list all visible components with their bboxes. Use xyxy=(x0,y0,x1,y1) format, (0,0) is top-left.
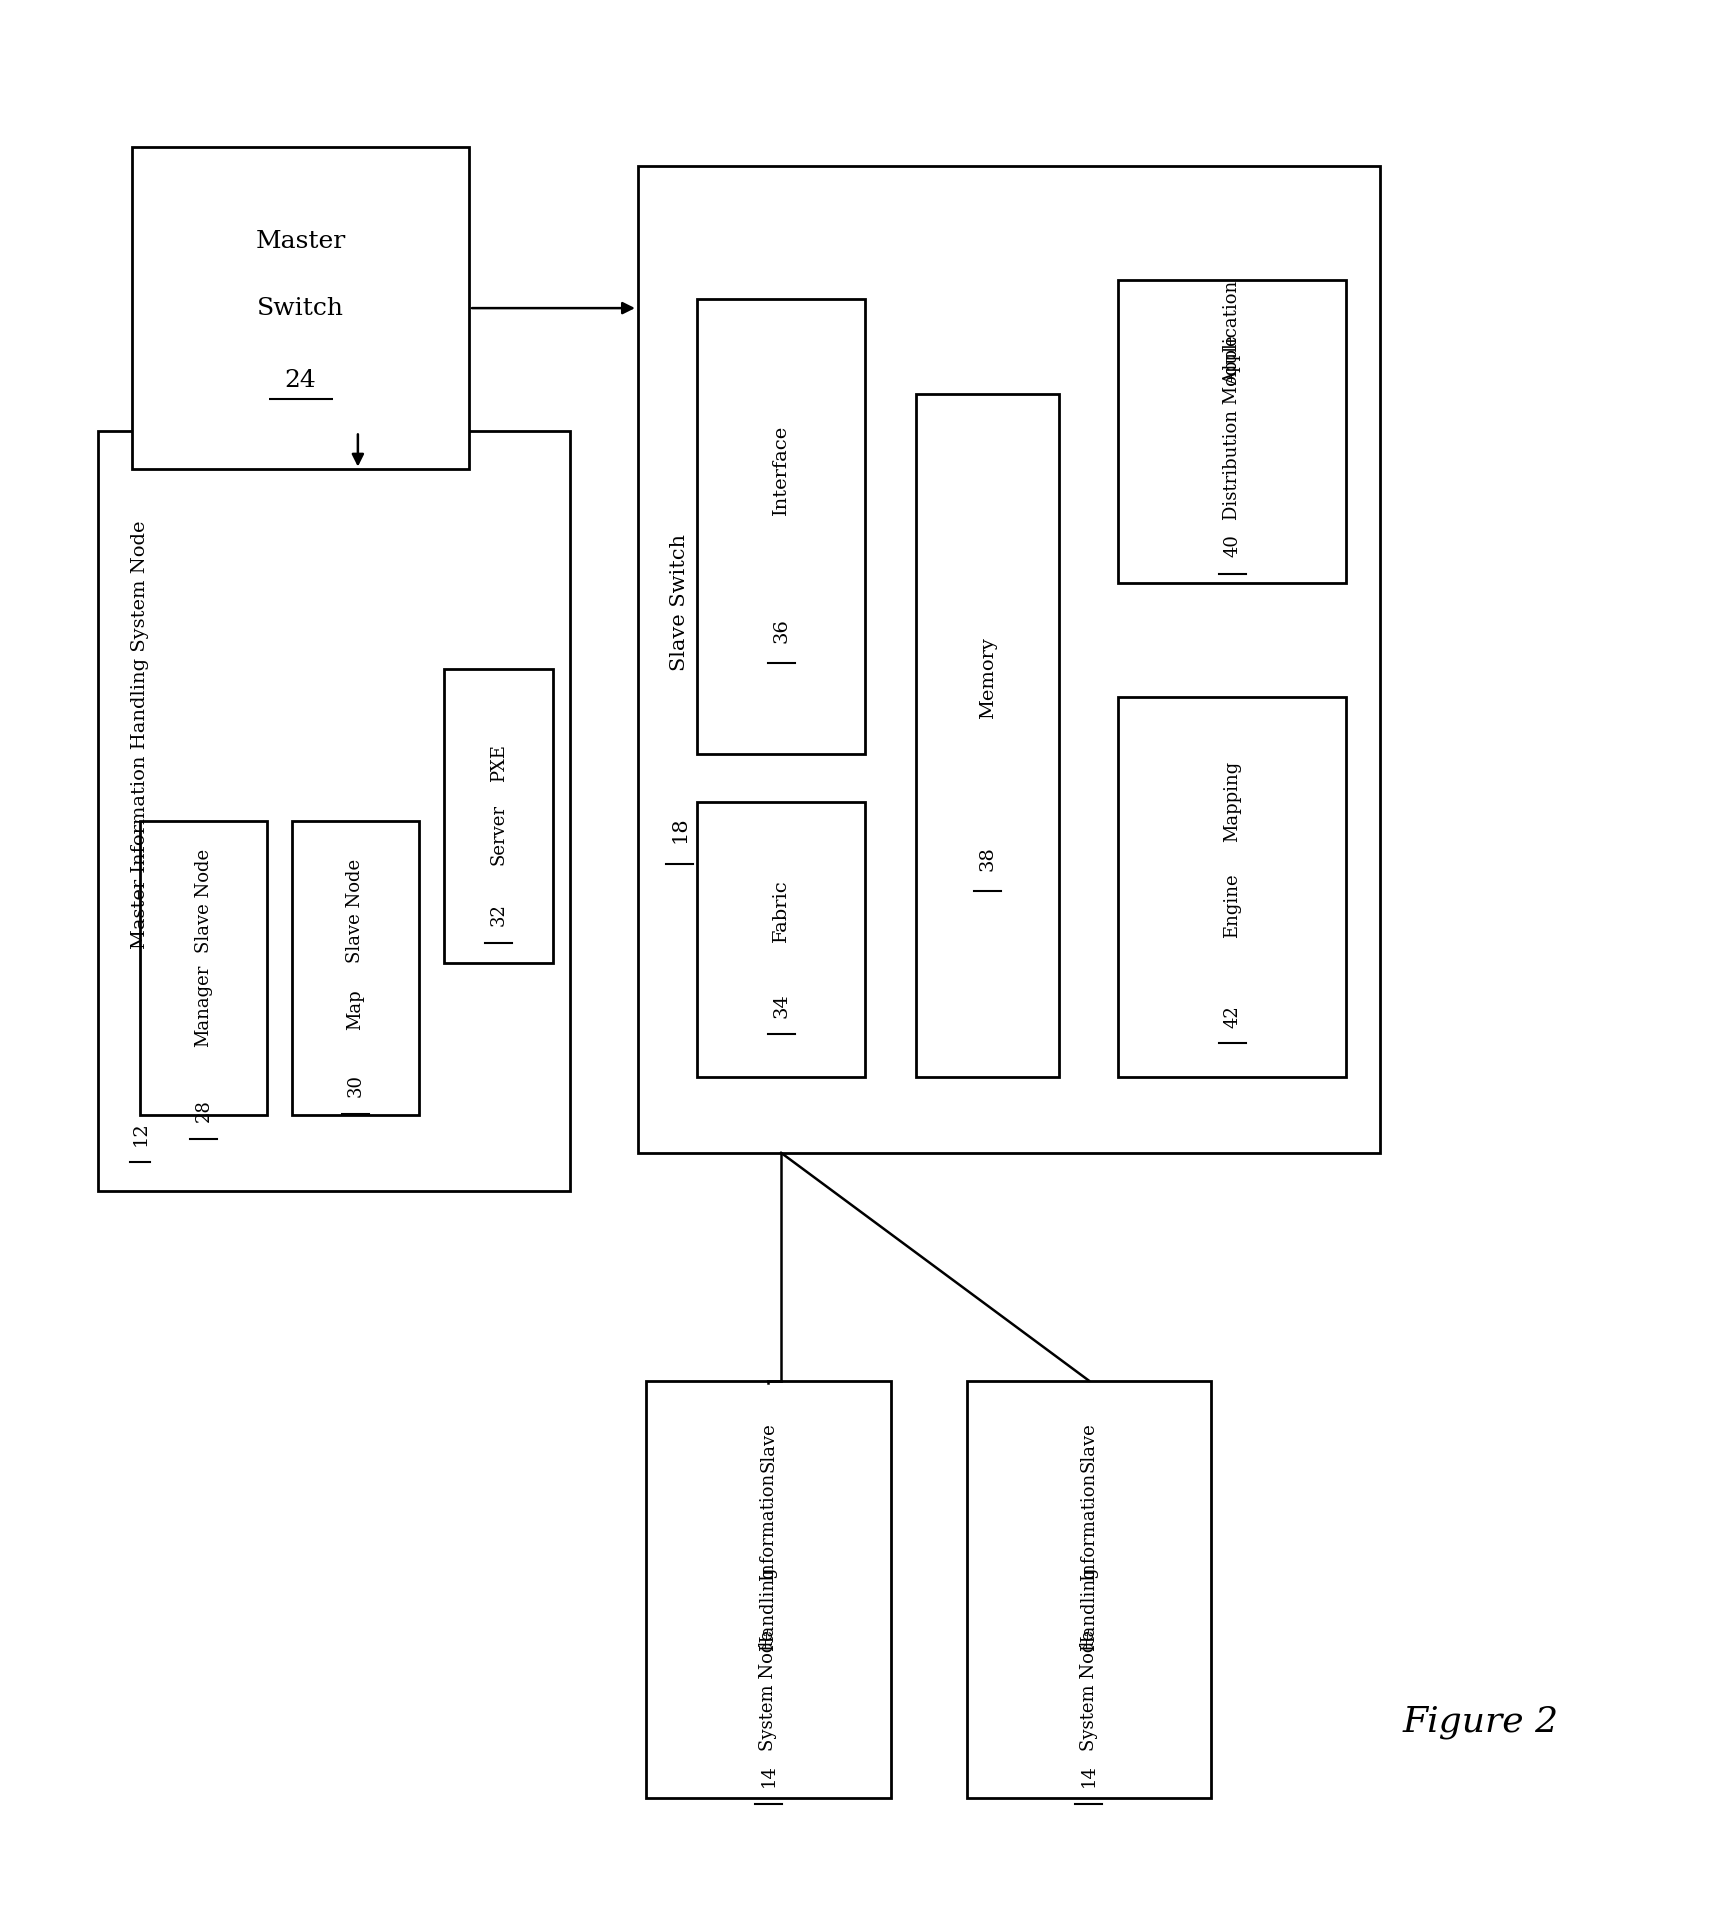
Text: Master Information Handling System Node: Master Information Handling System Node xyxy=(132,520,149,950)
Bar xyxy=(967,1381,1212,1799)
Bar xyxy=(915,393,1059,1077)
Bar xyxy=(444,668,554,963)
Text: Map: Map xyxy=(346,990,365,1030)
Text: Master: Master xyxy=(255,231,346,252)
Text: 38: 38 xyxy=(979,846,996,871)
Text: Distribution Module: Distribution Module xyxy=(1224,335,1241,520)
Text: 28: 28 xyxy=(195,1098,213,1121)
Text: Figure 2: Figure 2 xyxy=(1402,1705,1560,1739)
Text: Interface: Interface xyxy=(771,424,790,514)
Bar xyxy=(132,146,470,470)
Text: 40: 40 xyxy=(1224,534,1241,557)
Bar xyxy=(1118,279,1345,584)
Text: Application: Application xyxy=(1224,281,1241,385)
Text: Slave: Slave xyxy=(759,1421,778,1471)
Text: 34: 34 xyxy=(771,994,790,1019)
Text: 12: 12 xyxy=(132,1121,149,1146)
Text: 36: 36 xyxy=(771,618,790,643)
Text: 32: 32 xyxy=(490,903,507,926)
Text: 24: 24 xyxy=(285,368,317,391)
Bar xyxy=(698,299,866,755)
Text: 14: 14 xyxy=(1080,1764,1099,1787)
Text: Slave: Slave xyxy=(1080,1421,1099,1471)
Text: Server: Server xyxy=(490,805,507,865)
Text: Fabric: Fabric xyxy=(771,880,790,942)
Text: System Node: System Node xyxy=(1080,1629,1099,1751)
Text: Information: Information xyxy=(1080,1473,1099,1581)
Text: Handling: Handling xyxy=(759,1566,778,1651)
Bar xyxy=(291,820,418,1115)
Text: Switch: Switch xyxy=(257,297,345,320)
Bar xyxy=(141,820,267,1115)
Text: Slave Node: Slave Node xyxy=(346,859,365,963)
Bar xyxy=(638,166,1380,1154)
Text: PXE: PXE xyxy=(490,743,507,782)
Text: 14: 14 xyxy=(759,1764,778,1787)
Bar xyxy=(646,1381,891,1799)
Text: Slave Node: Slave Node xyxy=(195,849,213,953)
Text: 30: 30 xyxy=(346,1075,365,1098)
Text: Memory: Memory xyxy=(979,638,996,718)
Text: Handling: Handling xyxy=(1080,1566,1099,1651)
Text: Engine: Engine xyxy=(1224,874,1241,938)
Text: Slave Switch: Slave Switch xyxy=(670,534,689,670)
Bar xyxy=(698,801,866,1077)
Text: Manager: Manager xyxy=(195,965,213,1048)
Text: Mapping: Mapping xyxy=(1224,761,1241,842)
Text: Information: Information xyxy=(759,1473,778,1581)
Text: 42: 42 xyxy=(1224,1005,1241,1028)
Bar xyxy=(98,431,571,1190)
Text: 18: 18 xyxy=(670,817,689,844)
Bar xyxy=(1118,697,1345,1077)
Text: System Node: System Node xyxy=(759,1629,778,1751)
